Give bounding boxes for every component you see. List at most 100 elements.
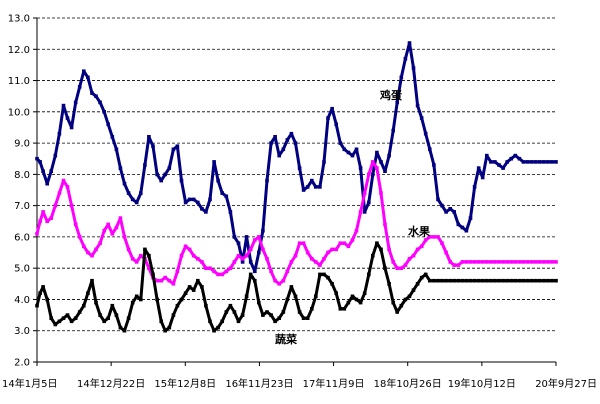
data-point [179,297,184,302]
data-point [334,247,338,252]
data-point [110,135,115,139]
data-point [391,128,395,133]
data-point [542,160,546,164]
data-point [277,153,281,158]
data-point [38,160,42,164]
data-point [550,160,554,164]
data-point [550,260,554,264]
data-point [399,266,404,270]
data-point [367,272,371,277]
data-point [200,260,204,264]
data-point [293,253,298,258]
data-point [468,216,473,220]
data-point [480,260,485,264]
data-point [395,266,399,270]
y-tick-label: 11.0 [8,76,30,87]
data-point [301,316,306,320]
data-point [143,247,147,252]
data-point [175,303,180,308]
data-point [330,247,334,252]
data-point [126,191,131,195]
data-point [521,160,526,164]
data-point [542,260,546,264]
data-point [191,253,196,258]
data-point [106,222,110,227]
data-point [460,278,465,283]
data-point [428,235,432,239]
data-point [167,278,172,283]
data-point [98,100,102,105]
data-point [196,278,200,283]
data-point [403,297,408,302]
data-point [297,166,302,170]
data-point [134,294,139,299]
data-point [310,307,314,311]
data-point [167,166,172,170]
data-point [61,178,66,183]
data-point [362,291,367,295]
data-point [550,278,554,283]
data-point [485,153,489,158]
data-point [35,156,39,161]
data-point [497,163,501,167]
data-point [362,191,367,195]
data-point [126,316,131,320]
data-point [90,91,94,95]
data-point [232,235,237,239]
data-point [456,263,461,267]
data-point [310,257,314,261]
data-point [49,216,53,220]
data-point [367,172,371,177]
data-point [525,160,530,164]
data-point [82,303,86,308]
data-point [305,316,310,320]
data-point [277,316,281,320]
data-point [53,153,58,158]
data-point [423,238,428,242]
data-point [224,310,229,314]
data-point [155,278,159,283]
data-point [358,300,363,305]
data-point [305,185,310,189]
data-point [86,250,90,255]
data-point [444,250,448,255]
data-point [155,297,159,302]
data-point [102,228,106,233]
data-point [208,319,212,324]
data-point [428,278,432,283]
data-point [379,191,383,195]
data-point [375,150,379,155]
data-point [49,169,53,173]
data-point [297,241,302,245]
data-point [130,257,135,261]
data-point [196,257,200,261]
data-point [114,147,119,152]
data-point [444,278,448,283]
data-point [383,169,387,173]
data-point [407,41,412,45]
data-point [73,316,78,320]
data-point [191,197,196,202]
data-point [318,263,322,267]
data-point [464,278,469,283]
data-point [489,260,493,264]
y-tick-label: 2.0 [14,358,30,369]
data-point [77,310,82,314]
annotation-fruit: 水果 [408,224,430,238]
data-point [452,263,456,267]
data-point [236,319,241,324]
data-point [244,253,249,258]
data-point [73,100,78,105]
data-point [49,316,53,320]
data-point [371,160,375,164]
data-point [204,210,208,214]
data-point [509,156,513,161]
data-point [342,307,347,311]
data-point [289,285,294,289]
data-point [216,178,220,183]
data-point [114,313,119,317]
data-point [171,147,176,152]
y-tick-label: 9.0 [14,139,30,150]
x-tick-label: 14年12月22日 [77,377,145,390]
data-point [151,144,155,148]
